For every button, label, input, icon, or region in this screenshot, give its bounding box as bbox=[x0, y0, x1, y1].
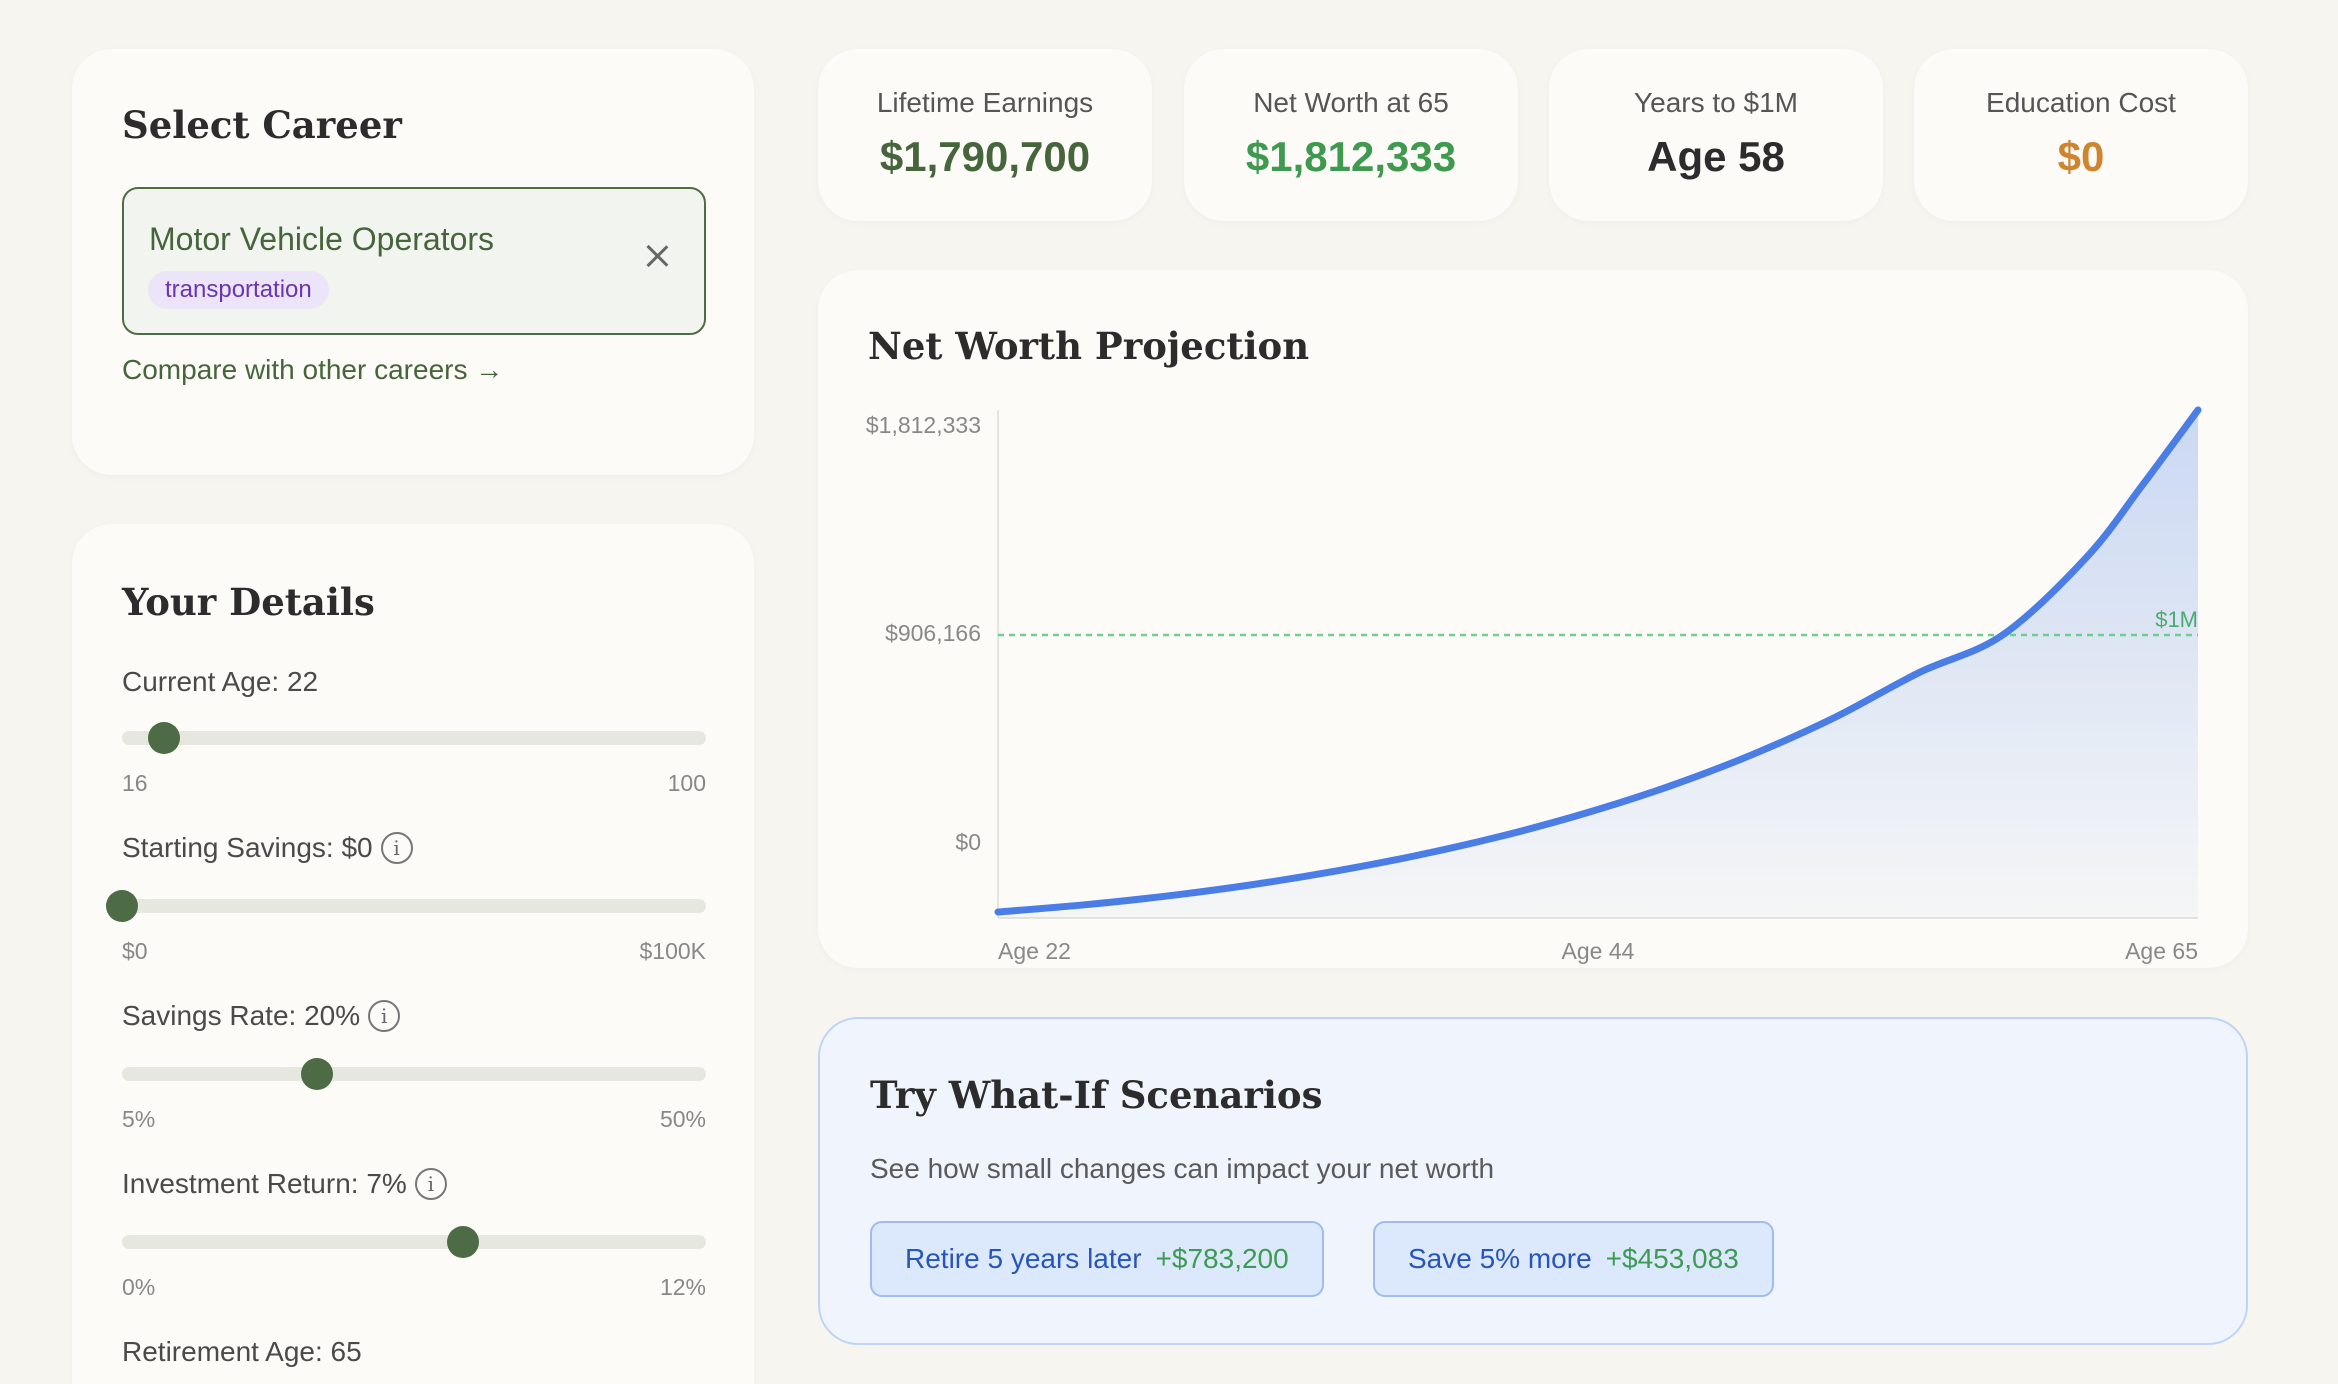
what-if-card: Try What-If Scenarios See how small chan… bbox=[818, 1017, 2248, 1345]
current-age-slider[interactable] bbox=[122, 722, 706, 754]
million-reference-label: $1M bbox=[2155, 607, 2198, 632]
education-cost-card: Education Cost $0 bbox=[1914, 49, 2248, 221]
retire-later-button[interactable]: Retire 5 years later +$783,200 bbox=[870, 1221, 1324, 1297]
stat-label: Lifetime Earnings bbox=[876, 87, 1094, 118]
y-tick-label: $906,166 bbox=[885, 620, 981, 646]
stat-value: $0 bbox=[2057, 133, 2105, 180]
savings-rate-label: Savings Rate: 20% i bbox=[122, 1000, 401, 1032]
stat-value: $1,790,700 bbox=[879, 133, 1091, 180]
save-more-button[interactable]: Save 5% more +$453,083 bbox=[1373, 1221, 1774, 1297]
retirement-age-label: Retirement Age: 65 bbox=[122, 1336, 362, 1367]
close-icon[interactable] bbox=[646, 245, 668, 267]
current-age-min: 16 bbox=[122, 770, 148, 796]
select-career-card: Select Career Motor Vehicle Operators tr… bbox=[72, 49, 754, 475]
x-tick-label: Age 65 bbox=[2125, 938, 2198, 964]
info-icon[interactable]: i bbox=[368, 1000, 401, 1032]
net-worth-line bbox=[994, 406, 2202, 916]
years-to-million-card: Years to $1M Age 58 bbox=[1549, 49, 1883, 221]
starting-savings-max: $100K bbox=[639, 938, 706, 964]
investment-return-max: 12% bbox=[659, 1274, 706, 1300]
select-career-heading: Select Career bbox=[122, 103, 402, 147]
net-worth-card: Net Worth at 65 $1,812,333 bbox=[1184, 49, 1518, 221]
y-tick-label: $0 bbox=[955, 829, 981, 855]
savings-rate-slider[interactable] bbox=[122, 1058, 706, 1090]
stat-value: $1,812,333 bbox=[1245, 133, 1457, 180]
net-worth-chart-card: $1,812,333 $906,166 $0 Age 22 Age 44 Age 65 … bbox=[818, 270, 2248, 968]
stat-label: Education Cost bbox=[1986, 87, 2176, 118]
current-age-label: Current Age: 22 bbox=[122, 666, 319, 697]
investment-return-label: Investment Return: 7% i bbox=[122, 1168, 447, 1200]
x-tick-label: Age 22 bbox=[998, 938, 1071, 964]
investment-return-slider[interactable] bbox=[122, 1226, 706, 1258]
starting-savings-slider-thumb[interactable] bbox=[106, 890, 138, 922]
info-icon[interactable]: i bbox=[380, 832, 413, 864]
starting-savings-min: $0 bbox=[122, 938, 148, 964]
stat-label: Net Worth at 65 bbox=[1253, 87, 1449, 118]
your-details-card: Your Details Current Age: 22 16 100 Star… bbox=[72, 524, 754, 1384]
current-age-slider-thumb[interactable] bbox=[147, 722, 180, 754]
info-icon[interactable]: i bbox=[414, 1168, 447, 1200]
x-tick-label: Age 44 bbox=[1562, 938, 1635, 964]
net-worth-area bbox=[998, 410, 2198, 918]
savings-rate-max: 50% bbox=[659, 1106, 706, 1132]
investment-return-min: 0% bbox=[122, 1274, 156, 1300]
starting-savings-slider[interactable] bbox=[106, 890, 706, 922]
chart-heading: Net Worth Projection bbox=[868, 324, 1310, 368]
starting-savings-label: Starting Savings: $0 i bbox=[122, 832, 413, 864]
what-if-subtitle: See how small changes can impact your ne… bbox=[870, 1153, 1495, 1184]
stat-value: Age 58 bbox=[1647, 133, 1785, 180]
current-age-max: 100 bbox=[667, 770, 706, 796]
net-worth-chart: $1,812,333$906,166$0 Age 22 Age 44 Age 65 … bbox=[866, 406, 2202, 964]
savings-rate-slider-thumb[interactable] bbox=[300, 1058, 333, 1090]
career-category-badge: transportation bbox=[148, 271, 329, 309]
what-if-heading: Try What-If Scenarios bbox=[870, 1073, 1323, 1117]
career-name: Motor Vehicle Operators bbox=[149, 221, 495, 257]
lifetime-earnings-card: Lifetime Earnings $1,790,700 bbox=[818, 49, 1152, 221]
stat-label: Years to $1M bbox=[1634, 87, 1798, 118]
selected-career[interactable]: Motor Vehicle Operators transportation bbox=[122, 187, 706, 335]
y-tick-label: $1,812,333 bbox=[866, 412, 981, 438]
savings-rate-min: 5% bbox=[122, 1106, 156, 1132]
compare-careers-link[interactable]: Compare with other careers → bbox=[122, 354, 504, 385]
your-details-heading: Your Details bbox=[122, 580, 375, 624]
investment-return-slider-thumb[interactable] bbox=[446, 1226, 479, 1258]
